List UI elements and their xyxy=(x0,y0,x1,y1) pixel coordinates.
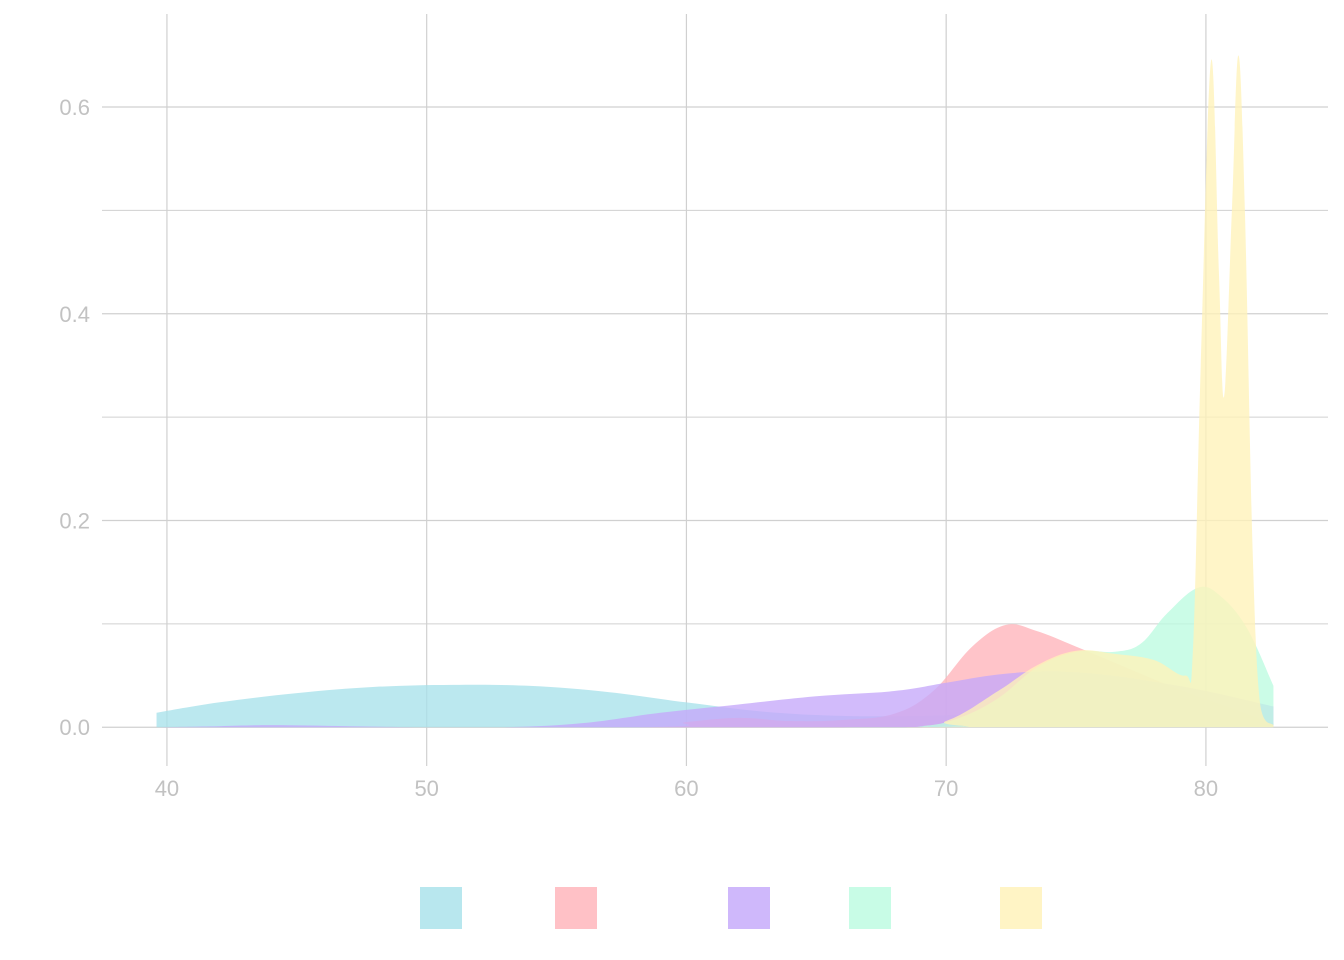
legend-key-1 xyxy=(420,887,462,929)
y-tick-label-1: 0.2 xyxy=(59,509,90,534)
legend-key-5 xyxy=(1000,887,1042,929)
legend-key-2 xyxy=(555,887,597,929)
legend xyxy=(420,887,1042,929)
y-tick-label-2: 0.4 xyxy=(59,302,90,327)
legend-key-3 xyxy=(728,887,770,929)
x-tick-label-1: 50 xyxy=(414,776,438,801)
x-tick-label-3: 70 xyxy=(934,776,958,801)
x-tick-label-2: 60 xyxy=(674,776,698,801)
x-tick-label-4: 80 xyxy=(1194,776,1218,801)
x-tick-label-0: 40 xyxy=(155,776,179,801)
minor-gridlines xyxy=(102,209,1328,625)
y-tick-label-0: 0.0 xyxy=(59,715,90,740)
legend-key-4 xyxy=(849,887,891,929)
density-area-5 xyxy=(156,55,1274,728)
y-axis-tick-labels: 0.0 0.2 0.4 0.6 xyxy=(59,95,90,740)
y-tick-label-3: 0.6 xyxy=(59,95,90,120)
x-axis-tick-labels: 40 50 60 70 80 xyxy=(155,776,1218,801)
density-areas xyxy=(156,55,1274,728)
